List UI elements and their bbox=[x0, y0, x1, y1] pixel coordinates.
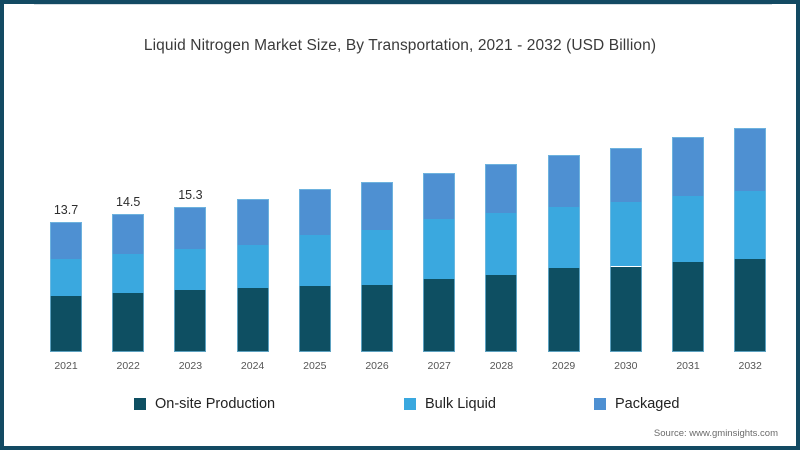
bar-2032 bbox=[734, 127, 767, 352]
bar-2026 bbox=[361, 181, 393, 352]
bar-2031 bbox=[672, 137, 704, 352]
x-axis-line bbox=[34, 4, 772, 5]
bar-segment-packaged-2027 bbox=[423, 173, 456, 219]
data-label-2022: 14.5 bbox=[116, 195, 141, 210]
bar-segment-packaged-2024 bbox=[236, 199, 269, 245]
chart-legend: On-site Production Bulk Liquid Packaged bbox=[4, 396, 796, 418]
legend-label: On-site Production bbox=[155, 396, 276, 412]
bar-segment-on-site-production-2028 bbox=[485, 275, 518, 352]
bar-segment-packaged-2025 bbox=[298, 188, 331, 236]
bar-segment-bulk-liquid-2028 bbox=[485, 213, 518, 276]
x-tick-label-2030: 2030 bbox=[614, 360, 638, 372]
bar-2023 bbox=[174, 206, 207, 352]
bar-2024 bbox=[236, 199, 269, 352]
bar-segment-packaged-2023 bbox=[174, 206, 207, 250]
bar-segment-on-site-production-2021 bbox=[50, 295, 82, 352]
legend-swatch-icon bbox=[404, 398, 416, 410]
bar-segment-bulk-liquid-2032 bbox=[734, 191, 767, 259]
bar-segment-bulk-liquid-2021 bbox=[50, 258, 82, 296]
bar-2025 bbox=[298, 188, 331, 352]
x-tick-label-2032: 2032 bbox=[738, 360, 762, 372]
bar-segment-packaged-2031 bbox=[672, 137, 704, 197]
source-attribution: Source: www.gminsights.com bbox=[653, 428, 778, 439]
bar-segment-on-site-production-2022 bbox=[112, 293, 145, 352]
bar-segment-on-site-production-2027 bbox=[423, 278, 456, 352]
chart-canvas: Liquid Nitrogen Market Size, By Transpor… bbox=[4, 4, 796, 446]
x-tick-label-2031: 2031 bbox=[676, 360, 700, 372]
bar-2030 bbox=[609, 147, 642, 352]
bar-2022 bbox=[112, 214, 145, 352]
bar-2021 bbox=[50, 221, 82, 352]
bar-segment-packaged-2032 bbox=[734, 127, 767, 192]
x-tick-label-2022: 2022 bbox=[116, 360, 140, 372]
legend-swatch-icon bbox=[594, 398, 606, 410]
bar-segment-bulk-liquid-2029 bbox=[547, 206, 580, 269]
bar-segment-packaged-2026 bbox=[361, 181, 393, 231]
data-label-2021: 13.7 bbox=[53, 202, 79, 217]
x-tick-label-2028: 2028 bbox=[489, 360, 514, 372]
x-tick-label-2025: 2025 bbox=[303, 360, 327, 372]
bar-segment-on-site-production-2026 bbox=[361, 284, 393, 352]
bar-segment-on-site-production-2024 bbox=[236, 288, 269, 352]
bar-segment-bulk-liquid-2024 bbox=[236, 244, 269, 289]
x-tick-label-2024: 2024 bbox=[240, 360, 265, 372]
bar-2027 bbox=[423, 173, 456, 352]
bar-segment-on-site-production-2029 bbox=[547, 268, 580, 352]
x-tick-label-2021: 2021 bbox=[54, 360, 78, 372]
chart-title: Liquid Nitrogen Market Size, By Transpor… bbox=[143, 37, 657, 54]
x-tick-label-2027: 2027 bbox=[427, 360, 451, 372]
bar-segment-on-site-production-2030 bbox=[609, 266, 642, 352]
bar-2029 bbox=[547, 155, 580, 352]
bar-segment-bulk-liquid-2025 bbox=[298, 235, 331, 287]
bar-segment-packaged-2021 bbox=[50, 221, 82, 259]
bar-segment-on-site-production-2032 bbox=[734, 258, 767, 352]
legend-item-packaged[interactable]: Packaged bbox=[594, 396, 680, 412]
legend-item-on-site-production[interactable]: On-site Production bbox=[134, 396, 275, 412]
legend-item-bulk-liquid[interactable]: Bulk Liquid bbox=[404, 396, 496, 412]
bar-segment-on-site-production-2031 bbox=[672, 261, 704, 352]
x-tick-label-2029: 2029 bbox=[551, 360, 576, 372]
bar-segment-packaged-2028 bbox=[485, 163, 518, 214]
bar-segment-bulk-liquid-2027 bbox=[423, 218, 456, 279]
bar-segment-on-site-production-2025 bbox=[298, 286, 331, 352]
legend-label: Bulk Liquid bbox=[425, 396, 496, 412]
bar-segment-on-site-production-2023 bbox=[174, 290, 207, 352]
bar-2028 bbox=[485, 163, 518, 352]
legend-label: Packaged bbox=[615, 396, 680, 412]
bar-segment-bulk-liquid-2026 bbox=[361, 230, 393, 285]
bar-segment-bulk-liquid-2022 bbox=[112, 254, 145, 294]
legend-swatch-icon bbox=[134, 398, 146, 410]
bar-segment-bulk-liquid-2031 bbox=[672, 196, 704, 262]
bar-segment-packaged-2030 bbox=[609, 147, 642, 202]
plot-area: 2021 2022 2023 2024 2025 2026 2027 2028 2029 2030… bbox=[4, 4, 796, 446]
bar-segment-packaged-2029 bbox=[547, 155, 580, 207]
x-tick-label-2023: 2023 bbox=[178, 360, 203, 372]
bar-segment-bulk-liquid-2030 bbox=[609, 201, 642, 267]
x-tick-label-2026: 2026 bbox=[365, 360, 389, 372]
bar-segment-bulk-liquid-2023 bbox=[174, 249, 207, 291]
bar-segment-packaged-2022 bbox=[112, 214, 145, 255]
data-label-2023: 15.3 bbox=[178, 187, 203, 202]
